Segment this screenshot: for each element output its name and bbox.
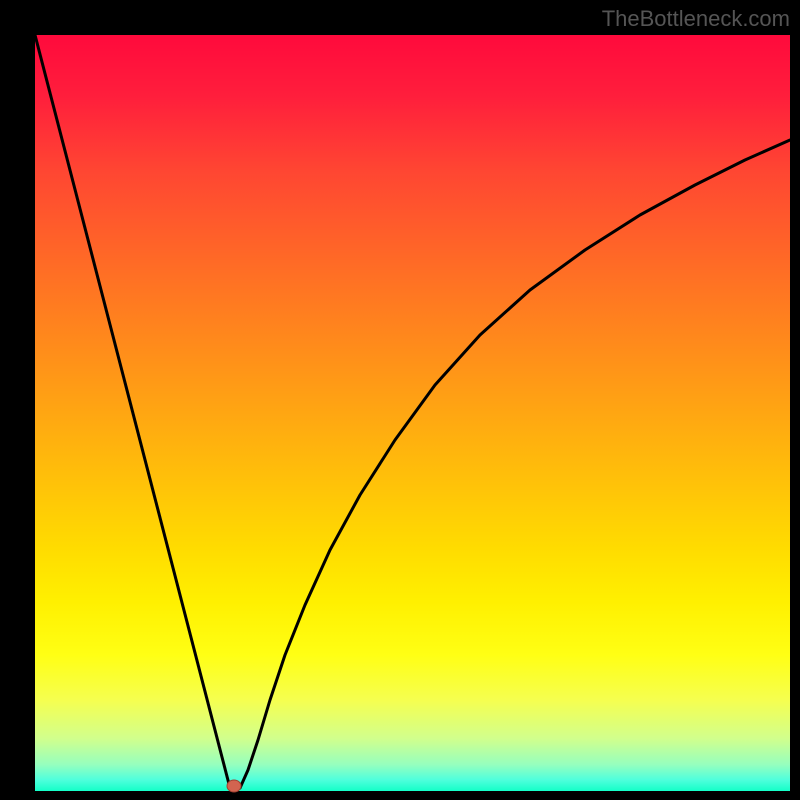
vertex-marker [227,780,241,792]
chart-svg [0,0,800,800]
chart-container: TheBottleneck.com [0,0,800,800]
plot-area [35,35,790,791]
watermark-link[interactable]: TheBottleneck.com [602,6,790,32]
